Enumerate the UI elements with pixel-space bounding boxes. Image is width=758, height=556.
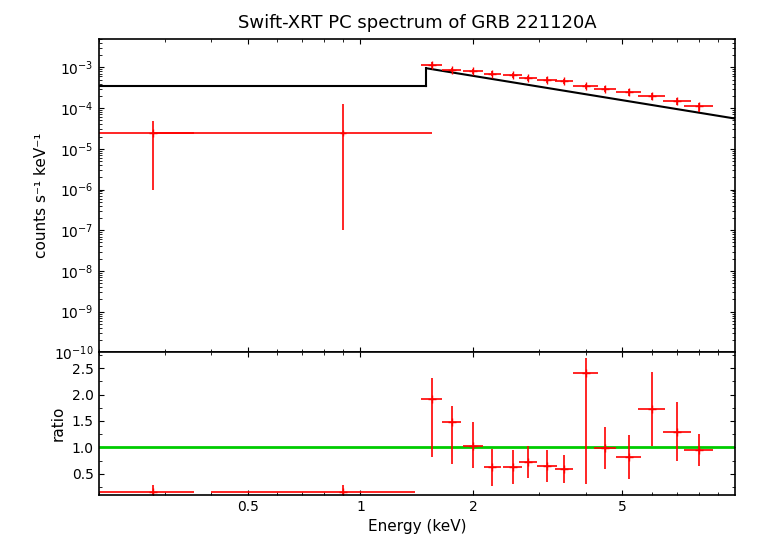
Y-axis label: counts s⁻¹ keV⁻¹: counts s⁻¹ keV⁻¹ [33, 133, 49, 259]
X-axis label: Energy (keV): Energy (keV) [368, 519, 466, 534]
Y-axis label: ratio: ratio [51, 406, 66, 441]
Title: Swift-XRT PC spectrum of GRB 221120A: Swift-XRT PC spectrum of GRB 221120A [237, 14, 597, 32]
